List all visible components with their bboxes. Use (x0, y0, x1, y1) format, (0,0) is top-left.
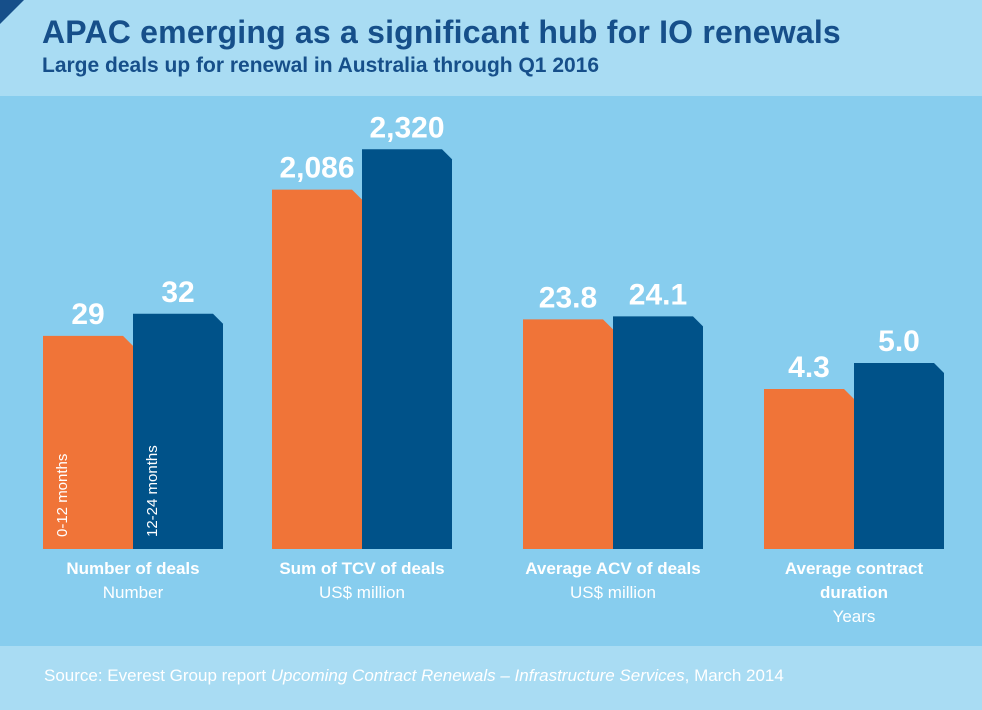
bar-2-1 (613, 316, 703, 549)
footer-band: Source: Everest Group report Upcoming Co… (0, 646, 982, 710)
value-label-3-0: 4.3 (788, 351, 830, 384)
source-report-title: Upcoming Contract Renewals – Infrastruct… (270, 666, 685, 685)
series-label-1: 12-24 months (144, 445, 161, 537)
unit-label-0: Number (103, 583, 164, 602)
header-band: APAC emerging as a significant hub for I… (0, 0, 982, 96)
value-label-2-1: 24.1 (629, 278, 687, 311)
category-label-2-0: Average ACV of deals (525, 559, 700, 578)
bar-1-0 (272, 189, 362, 549)
chart-title: APAC emerging as a significant hub for I… (42, 14, 841, 50)
unit-label-1: US$ million (319, 583, 405, 602)
plot-area: 29 0-12 months 32 12-24 months Number of dea… (0, 96, 982, 646)
source-prefix: Source: Everest Group report (44, 666, 271, 685)
chart-subtitle: Large deals up for renewal in Australia … (42, 54, 600, 77)
source-suffix: , March 2014 (684, 666, 784, 685)
category-label-0-0: Number of deals (66, 559, 199, 578)
corner-triangle (0, 0, 24, 24)
bar-1-1 (362, 149, 452, 549)
value-label-1-1: 2,320 (369, 111, 444, 144)
category-label-3-1: duration (820, 583, 888, 602)
value-label-2-0: 23.8 (539, 281, 597, 314)
bar-0-1 (133, 313, 223, 549)
value-label-3-1: 5.0 (878, 325, 920, 358)
series-label-0: 0-12 months (54, 454, 71, 537)
category-label-3-0: Average contract (785, 559, 924, 578)
unit-label-3: Years (833, 607, 876, 626)
bar-3-0 (764, 389, 854, 549)
bar-3-1 (854, 363, 944, 549)
bar-0-0 (43, 335, 133, 549)
unit-label-2: US$ million (570, 583, 656, 602)
category-label-1-0: Sum of TCV of deals (279, 559, 444, 578)
bar-2-0 (523, 319, 613, 549)
source-note: Source: Everest Group report Upcoming Co… (44, 666, 784, 686)
bar-chart: 29 0-12 months 32 12-24 months Number of dea… (43, 111, 944, 626)
value-label-1-0: 2,086 (279, 152, 354, 185)
value-label-0-0: 29 (71, 298, 104, 331)
value-label-0-1: 32 (161, 276, 194, 309)
